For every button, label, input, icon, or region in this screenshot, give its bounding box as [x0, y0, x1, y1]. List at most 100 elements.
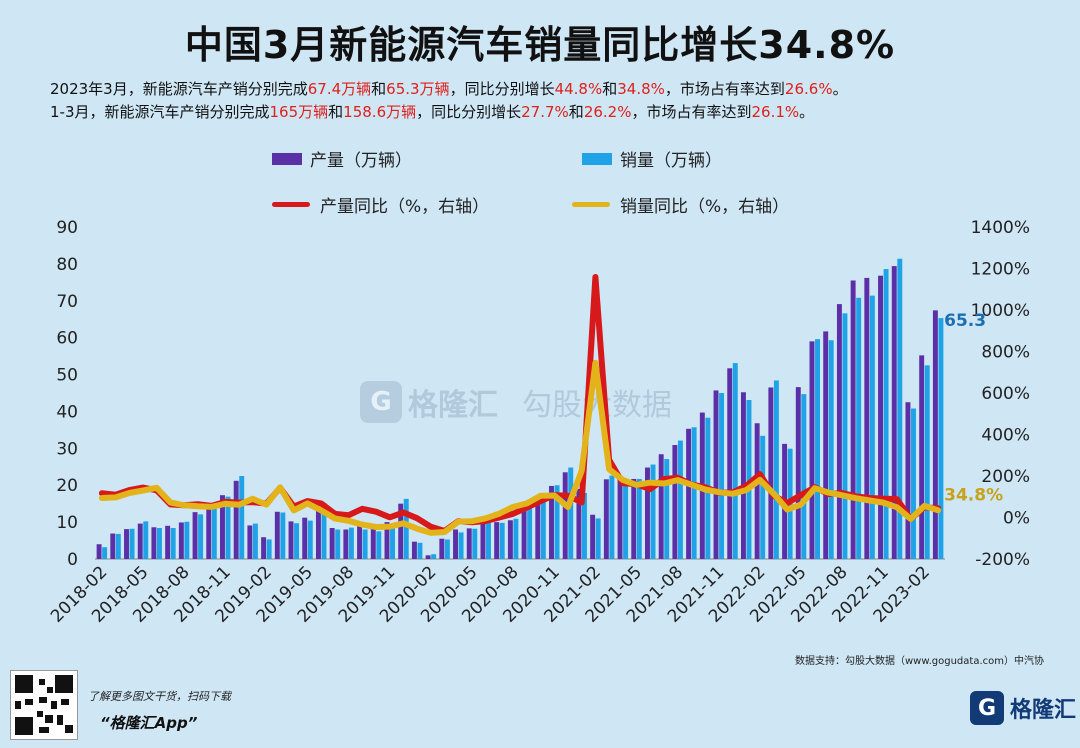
production-bar	[206, 505, 212, 559]
production-bar	[590, 514, 596, 559]
qr-cell	[39, 727, 49, 733]
sales-bar	[444, 539, 450, 559]
production-bar	[836, 304, 842, 559]
subtitle-highlight: 26.1%	[751, 103, 800, 121]
sales-bar	[486, 520, 491, 559]
y-right-tick-label: 600%	[981, 384, 1030, 404]
qr-cell	[15, 701, 21, 709]
production-bar	[713, 390, 719, 559]
production-bar	[535, 497, 541, 559]
sales-bar	[595, 518, 601, 559]
qr-cell	[51, 701, 57, 709]
subtitle-text: 和	[371, 80, 387, 98]
legend-sales-yoy-label: 销量同比（%，右轴）	[620, 197, 790, 217]
y-right-tick-label: 200%	[981, 467, 1030, 487]
sales-bar	[143, 521, 149, 559]
sales-bar	[431, 554, 437, 559]
sales-bar	[266, 539, 272, 559]
production-bar	[315, 509, 321, 559]
subtitle-highlight: 26.6%	[784, 80, 833, 98]
production-bar	[261, 537, 267, 559]
promo-app-name: “格隆汇App”	[100, 714, 198, 732]
legend-sales-yoy: 销量同比（%，右轴）	[572, 192, 789, 217]
sales-bar	[170, 528, 176, 559]
production-bar	[658, 454, 664, 559]
production-bar	[932, 310, 938, 559]
sales-bar	[911, 408, 916, 559]
sales-bar	[252, 523, 258, 559]
legend-sales-label: 销量（万辆）	[620, 151, 722, 171]
production-bar	[809, 341, 815, 559]
production-bar	[795, 387, 801, 559]
qr-cell	[15, 717, 33, 735]
y-right-tick-label: 800%	[981, 343, 1030, 363]
brand-logo-icon: G	[970, 691, 1004, 725]
production-bar	[727, 368, 733, 559]
sales-bar	[458, 532, 464, 559]
sales-bar	[239, 476, 245, 559]
sales-bar	[554, 485, 560, 559]
production-bar	[850, 280, 856, 559]
production-bar	[110, 533, 116, 559]
y-left-tick-label: 30	[56, 439, 78, 459]
y-left-tick-label: 90	[56, 218, 78, 238]
production-bar	[754, 423, 760, 559]
sales-bar	[417, 542, 423, 559]
qr-cell	[45, 715, 53, 723]
sales-bar	[650, 464, 656, 559]
sales-bar	[636, 478, 642, 559]
sales-bar	[307, 520, 313, 559]
production-bar	[905, 402, 911, 559]
sales-bar	[746, 400, 752, 559]
y-left-tick-label: 40	[56, 402, 78, 422]
sales-bar	[527, 508, 533, 559]
production-bar	[576, 488, 582, 559]
sales-bar	[760, 435, 766, 559]
qr-cell	[25, 699, 33, 705]
sales-bar	[129, 528, 135, 559]
legend-production-yoy-swatch	[272, 202, 310, 207]
y-right-tick-label: 1000%	[971, 301, 1030, 321]
qr-cell	[37, 711, 43, 717]
subtitle-highlight: 26.2%	[583, 103, 632, 121]
subtitle-text: 和	[568, 103, 584, 121]
sales-bar	[773, 380, 779, 559]
qr-cell	[65, 725, 73, 733]
sales-bar	[280, 512, 286, 559]
sales-bar	[294, 523, 300, 559]
data-source: 数据支持：勾股大数据（www.gogudata.com）中汽协	[794, 656, 1044, 667]
subtitle-highlight: 27.7%	[521, 103, 569, 121]
sales-bar	[499, 522, 505, 559]
sales-bar	[623, 483, 629, 559]
sales-bar	[348, 527, 354, 559]
brand-logo: G 格隆汇	[970, 688, 1076, 728]
subtitle-text: 1-3月，新能源汽车产销分别完成	[50, 103, 270, 121]
qr-code-icon	[10, 670, 78, 740]
production-bar	[302, 517, 308, 559]
y-right-tick-label: 400%	[981, 426, 1030, 446]
subtitle-highlight: 67.4万辆	[307, 80, 372, 98]
sales-bar	[156, 528, 162, 559]
sales-bar	[869, 295, 875, 559]
legend-production: 产量（万辆）	[272, 146, 412, 171]
legend-sales: 销量（万辆）	[582, 146, 722, 171]
production-bar	[480, 521, 486, 559]
sales-bar	[184, 521, 190, 559]
production-bar	[631, 478, 637, 559]
sales-bar	[225, 496, 231, 559]
production-bar	[645, 467, 650, 559]
sales-bar	[815, 339, 820, 559]
y-left-tick-label: 0	[67, 550, 78, 570]
subtitle-text: 和	[328, 103, 344, 121]
production-bar	[398, 503, 404, 559]
sales-bar	[513, 518, 519, 559]
production-bar	[768, 387, 774, 559]
production-bar	[603, 479, 609, 559]
subtitle-line-2: 1-3月，新能源汽车产销分别完成165万辆和158.6万辆，同比分别增长27.7…	[50, 101, 814, 122]
sales-bar	[609, 475, 615, 559]
legend-production-yoy-label: 产量同比（%，右轴）	[320, 197, 490, 217]
sales-bar	[540, 499, 546, 559]
production-bar	[247, 525, 253, 559]
y-left-tick-label: 10	[56, 513, 78, 533]
subtitle-highlight: 44.8%	[554, 80, 603, 98]
